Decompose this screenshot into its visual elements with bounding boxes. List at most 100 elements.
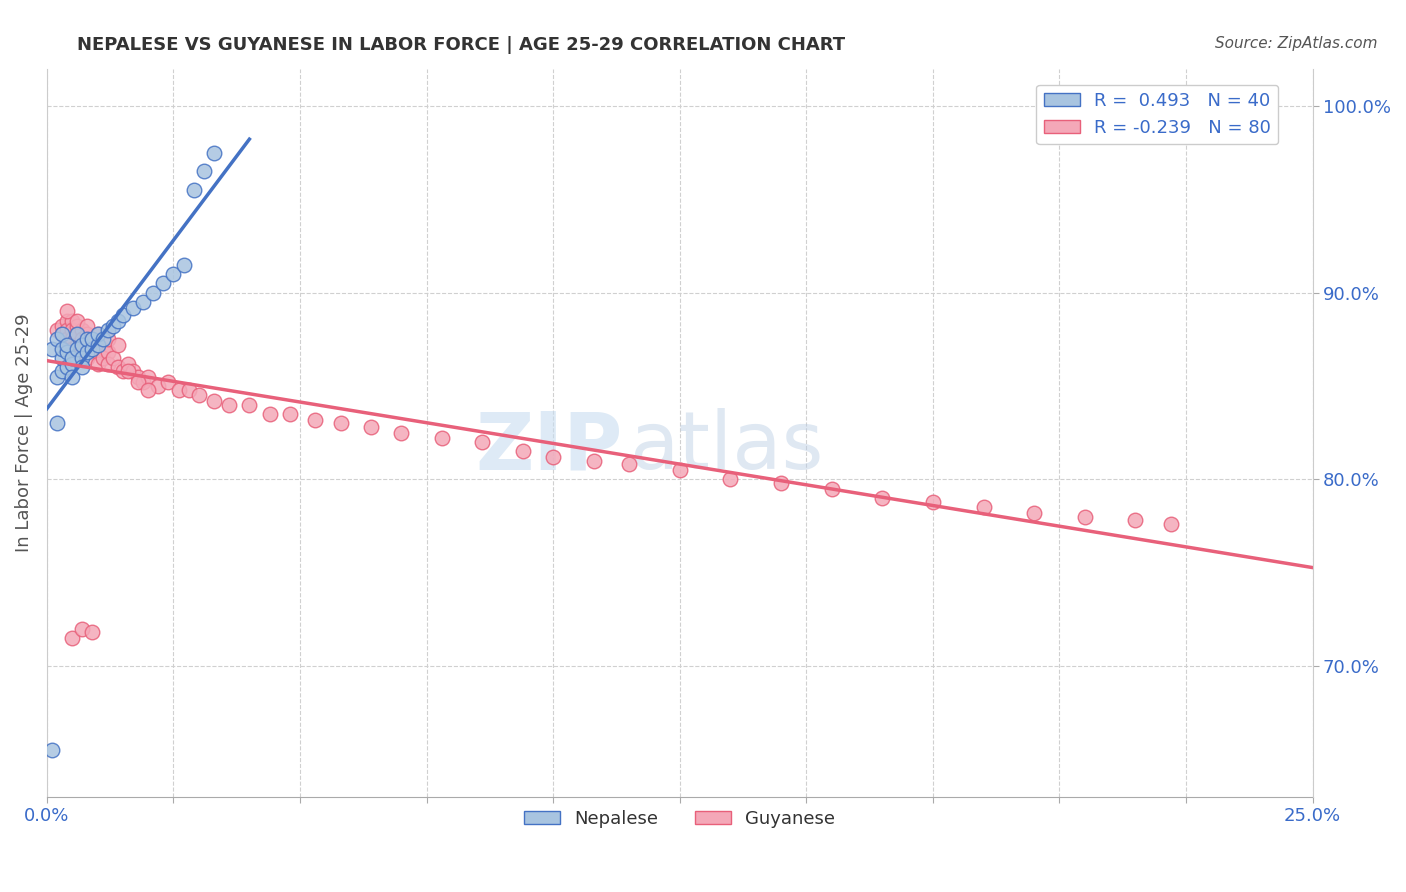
Point	[541, 450, 564, 464]
Point	[973, 500, 995, 515]
Point	[202, 145, 225, 160]
Point	[56, 313, 79, 327]
Point	[72, 351, 94, 365]
Point	[60, 313, 83, 327]
Point	[76, 319, 98, 334]
Point	[82, 332, 104, 346]
Point	[46, 332, 69, 346]
Point	[111, 308, 134, 322]
Point	[56, 304, 79, 318]
Point	[173, 258, 195, 272]
Point	[56, 338, 79, 352]
Point	[66, 345, 89, 359]
Point	[86, 338, 108, 352]
Point	[177, 383, 200, 397]
Point	[101, 351, 124, 365]
Point	[66, 326, 89, 341]
Point	[51, 326, 73, 341]
Point	[60, 332, 83, 346]
Point	[329, 417, 352, 431]
Point	[86, 345, 108, 359]
Point	[56, 345, 79, 359]
Point	[202, 393, 225, 408]
Point	[136, 369, 159, 384]
Point	[117, 364, 139, 378]
Point	[117, 357, 139, 371]
Point	[107, 360, 129, 375]
Point	[1074, 509, 1097, 524]
Point	[72, 360, 94, 375]
Point	[97, 323, 120, 337]
Point	[51, 351, 73, 365]
Point	[51, 326, 73, 341]
Point	[72, 338, 94, 352]
Point	[111, 364, 134, 378]
Point	[582, 453, 605, 467]
Point	[97, 345, 120, 359]
Point	[107, 338, 129, 352]
Point	[304, 412, 326, 426]
Point	[97, 332, 120, 346]
Point	[72, 323, 94, 337]
Point	[471, 435, 494, 450]
Point	[668, 463, 690, 477]
Point	[122, 364, 145, 378]
Point	[82, 625, 104, 640]
Text: atlas: atlas	[628, 409, 824, 486]
Point	[76, 345, 98, 359]
Point	[921, 494, 943, 508]
Point	[278, 407, 301, 421]
Point	[132, 294, 155, 309]
Point	[66, 319, 89, 334]
Point	[193, 164, 215, 178]
Point	[72, 342, 94, 356]
Point	[91, 342, 114, 356]
Point	[56, 323, 79, 337]
Point	[148, 379, 170, 393]
Point	[218, 398, 240, 412]
Point	[66, 313, 89, 327]
Point	[46, 369, 69, 384]
Point	[66, 342, 89, 356]
Point	[91, 332, 114, 346]
Point	[1125, 513, 1147, 527]
Point	[101, 319, 124, 334]
Point	[72, 332, 94, 346]
Point	[86, 338, 108, 352]
Point	[51, 342, 73, 356]
Point	[157, 376, 180, 390]
Point	[162, 267, 184, 281]
Point	[512, 444, 534, 458]
Point	[41, 743, 63, 757]
Point	[259, 407, 281, 421]
Point	[72, 622, 94, 636]
Point	[86, 326, 108, 341]
Point	[60, 351, 83, 365]
Point	[60, 369, 83, 384]
Point	[107, 313, 129, 327]
Point	[183, 183, 205, 197]
Point	[91, 351, 114, 365]
Point	[142, 285, 165, 300]
Point	[389, 425, 412, 440]
Point	[1160, 517, 1182, 532]
Point	[86, 326, 108, 341]
Point	[76, 332, 98, 346]
Point	[1024, 506, 1046, 520]
Point	[56, 360, 79, 375]
Point	[870, 491, 893, 505]
Point	[60, 342, 83, 356]
Point	[51, 364, 73, 378]
Point	[76, 326, 98, 341]
Text: NEPALESE VS GUYANESE IN LABOR FORCE | AGE 25-29 CORRELATION CHART: NEPALESE VS GUYANESE IN LABOR FORCE | AG…	[77, 36, 845, 54]
Point	[127, 376, 149, 390]
Point	[769, 476, 792, 491]
Point	[46, 323, 69, 337]
Point	[136, 383, 159, 397]
Point	[82, 342, 104, 356]
Point	[820, 482, 842, 496]
Point	[152, 277, 174, 291]
Point	[60, 631, 83, 645]
Y-axis label: In Labor Force | Age 25-29: In Labor Force | Age 25-29	[15, 313, 32, 552]
Point	[122, 301, 145, 315]
